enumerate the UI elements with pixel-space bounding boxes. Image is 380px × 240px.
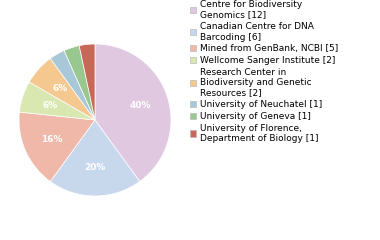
Wedge shape	[64, 46, 95, 120]
Wedge shape	[79, 44, 95, 120]
Text: 6%: 6%	[52, 84, 68, 93]
Text: 6%: 6%	[43, 101, 58, 110]
Wedge shape	[19, 112, 95, 181]
Text: 16%: 16%	[41, 135, 63, 144]
Wedge shape	[50, 51, 95, 120]
Wedge shape	[95, 44, 171, 181]
Wedge shape	[19, 82, 95, 120]
Wedge shape	[50, 120, 140, 196]
Legend: Centre for Biodiversity
Genomics [12], Canadian Centre for DNA
Barcoding [6], Mi: Centre for Biodiversity Genomics [12], C…	[190, 0, 338, 143]
Text: 40%: 40%	[129, 101, 150, 110]
Text: 20%: 20%	[84, 163, 106, 172]
Wedge shape	[29, 59, 95, 120]
